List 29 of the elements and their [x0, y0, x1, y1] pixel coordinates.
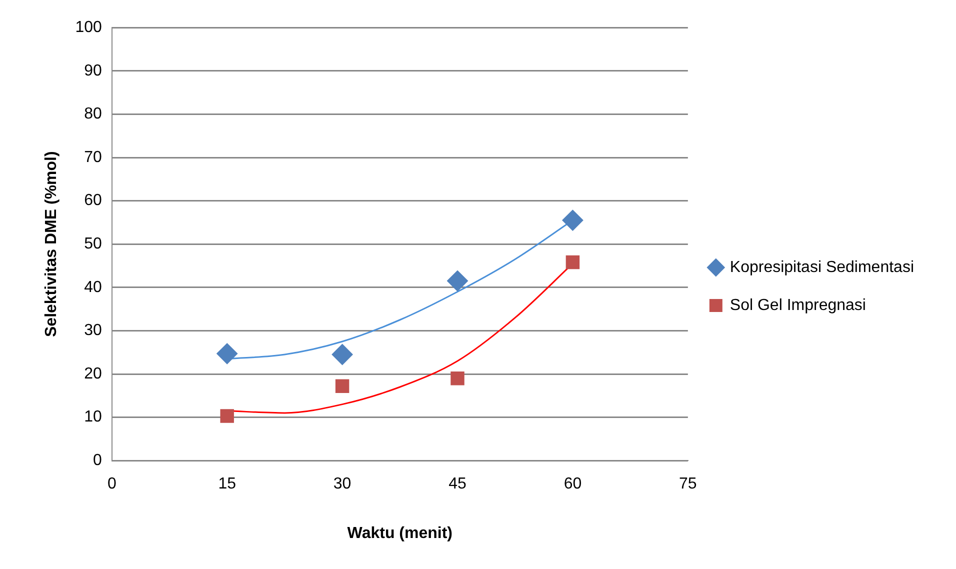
- point: [216, 343, 238, 364]
- x-axis-title: Waktu (menit): [347, 524, 452, 542]
- y-tick-label: 90: [84, 62, 102, 80]
- y-tick-label: 100: [75, 19, 102, 36]
- x-tick-label: 0: [107, 476, 116, 493]
- legend-label: Sol Gel Impregnasi: [730, 296, 866, 314]
- y-tick-label: 70: [84, 148, 102, 166]
- y-tick-label: 50: [84, 236, 102, 253]
- x-tick-label: 60: [564, 476, 582, 493]
- y-tick-label: 10: [84, 408, 102, 426]
- y-tick-label: 40: [84, 278, 102, 296]
- legend-label: Kopresipitasi Sedimentasi: [730, 258, 914, 276]
- x-tick-label: 30: [333, 476, 352, 493]
- point: [450, 371, 464, 386]
- x-tick-label: 45: [448, 476, 466, 493]
- y-tick-label: 80: [84, 106, 102, 123]
- y-axis-title: Selektivitas DME (%mol): [43, 151, 60, 338]
- y-tick-label: 0: [92, 452, 102, 470]
- y-tick-label: 30: [84, 322, 102, 340]
- point: [332, 344, 353, 366]
- point: [447, 270, 468, 292]
- x-tick-label: 15: [218, 476, 236, 493]
- point: [562, 210, 584, 231]
- point: [220, 409, 234, 423]
- point: [335, 379, 350, 393]
- x-tick-label: 75: [679, 476, 697, 493]
- y-tick-label: 60: [84, 192, 102, 210]
- y-tick-label: 20: [84, 365, 102, 382]
- point: [566, 255, 580, 270]
